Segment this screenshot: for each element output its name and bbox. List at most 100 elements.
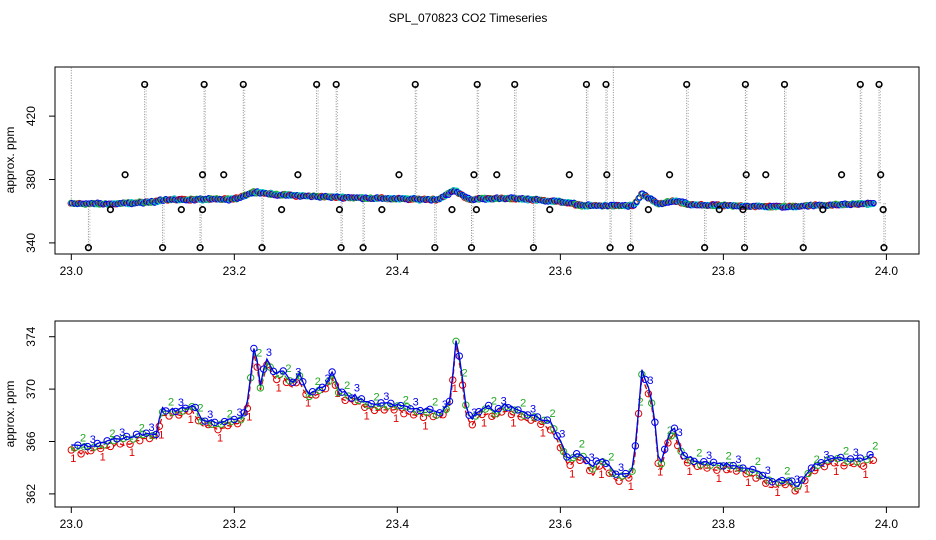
outlier-marker <box>602 80 610 89</box>
series-label-2: 2 <box>579 438 585 450</box>
series-point-3 <box>690 457 698 466</box>
series-label-2: 2 <box>197 402 203 414</box>
series-point-3 <box>602 459 610 468</box>
series-label-2: 2 <box>285 363 291 375</box>
series-label-1: 1 <box>481 417 487 429</box>
outlier-marker <box>626 244 635 252</box>
series-label-3: 3 <box>90 434 96 446</box>
series-point-3 <box>749 465 757 474</box>
outlier-marker <box>565 171 573 179</box>
series-label-2: 2 <box>843 446 849 458</box>
top-x-tick-label: 23.0 <box>60 264 84 278</box>
series-label-2: 2 <box>872 441 878 453</box>
series-label-1: 1 <box>364 410 370 422</box>
series-point-3 <box>132 430 141 438</box>
series-point-3 <box>631 442 640 450</box>
top-x-tick-label: 24.0 <box>875 264 899 278</box>
series-label-2: 2 <box>550 408 556 420</box>
series-point-3 <box>211 418 219 427</box>
outlier-marker <box>819 206 827 214</box>
outlier-marker <box>431 244 439 252</box>
series-label-3: 3 <box>677 427 683 439</box>
series-label-2: 2 <box>373 392 379 404</box>
series-label-3: 3 <box>383 391 389 403</box>
outlier-marker <box>799 244 807 252</box>
series-label-2: 2 <box>109 428 115 440</box>
series-point-3 <box>797 476 806 484</box>
series-label-2: 2 <box>784 465 790 477</box>
outlier-marker <box>335 206 344 214</box>
series-label-2: 2 <box>344 380 350 392</box>
series-point-3 <box>445 397 454 406</box>
outlier-marker <box>875 80 883 89</box>
outlier-marker <box>856 80 864 89</box>
series-point-3 <box>191 403 199 412</box>
series-label-2: 2 <box>461 367 467 379</box>
series-point-3 <box>837 453 845 462</box>
series-label-2: 2 <box>608 452 614 464</box>
top-x-tick-label: 23.4 <box>386 264 410 278</box>
top-panel: 23.0 23.2 23.4 23.6 23.8 24.0 340 380 420 appro… <box>3 66 920 278</box>
series-point-3 <box>240 409 248 417</box>
outlier-marker <box>473 80 481 89</box>
series-point-3 <box>807 464 816 472</box>
series-point-3 <box>308 388 317 396</box>
series-label-3: 3 <box>325 373 331 385</box>
outlier-marker <box>472 206 481 214</box>
outlier-marker <box>84 244 93 252</box>
series-point-3 <box>572 450 581 458</box>
series-label-1: 1 <box>100 452 106 464</box>
outlier-marker <box>337 244 345 252</box>
series-point-3 <box>367 399 375 408</box>
bottom-x-tick-label: 23.6 <box>549 517 573 531</box>
outlier-marker <box>762 171 770 179</box>
series-point-3 <box>299 377 307 386</box>
top-y-tick-label: 420 <box>24 106 38 126</box>
series-point-3 <box>465 411 473 419</box>
series-label-2: 2 <box>814 454 820 466</box>
series-point-3 <box>416 406 424 415</box>
outlier-marker <box>313 80 321 89</box>
outlier-marker <box>196 244 204 252</box>
series-point-1 <box>468 421 477 429</box>
outlier-marker <box>158 244 167 252</box>
bottom-plot-frame <box>54 320 920 508</box>
series-point-3 <box>338 388 346 396</box>
series-point-3 <box>768 478 776 486</box>
series-label-3: 3 <box>618 462 624 474</box>
series-label-1: 1 <box>158 429 164 441</box>
series-point-3 <box>220 417 229 426</box>
series-point-1 <box>859 462 868 470</box>
outlier-marker <box>879 206 887 214</box>
outlier-marker <box>395 171 403 179</box>
top-y-tick-label: 340 <box>24 233 38 253</box>
outlier-marker <box>546 206 554 214</box>
series-label-1: 1 <box>863 469 869 481</box>
series-point-3 <box>494 404 503 413</box>
top-x-tick-label: 23.6 <box>549 264 573 278</box>
series-label-3: 3 <box>413 397 419 409</box>
series-point-1 <box>126 440 134 448</box>
series-label-1: 1 <box>70 453 76 465</box>
series-label-3: 3 <box>295 367 301 379</box>
outlier-marker <box>411 80 419 89</box>
outlier-marker <box>665 171 674 179</box>
outlier-marker <box>332 80 340 89</box>
outlier-marker <box>239 80 247 89</box>
series-point-2 <box>491 410 499 418</box>
series-point-3 <box>279 367 287 375</box>
series-label-3: 3 <box>853 447 859 459</box>
series-label-1: 1 <box>745 477 751 489</box>
top-y-axis-label: approx. ppm <box>3 127 17 194</box>
bottom-y-tick-label: 370 <box>24 379 38 399</box>
series-label-3: 3 <box>765 465 771 477</box>
series-point-3 <box>788 477 796 485</box>
series-point-3 <box>475 408 483 416</box>
series-point-3 <box>347 394 356 402</box>
series-label-3: 3 <box>237 407 243 419</box>
series-label-2: 2 <box>315 376 321 388</box>
series-point-3 <box>817 459 825 467</box>
bottom-y-axis-label: approx. ppm <box>3 381 17 448</box>
